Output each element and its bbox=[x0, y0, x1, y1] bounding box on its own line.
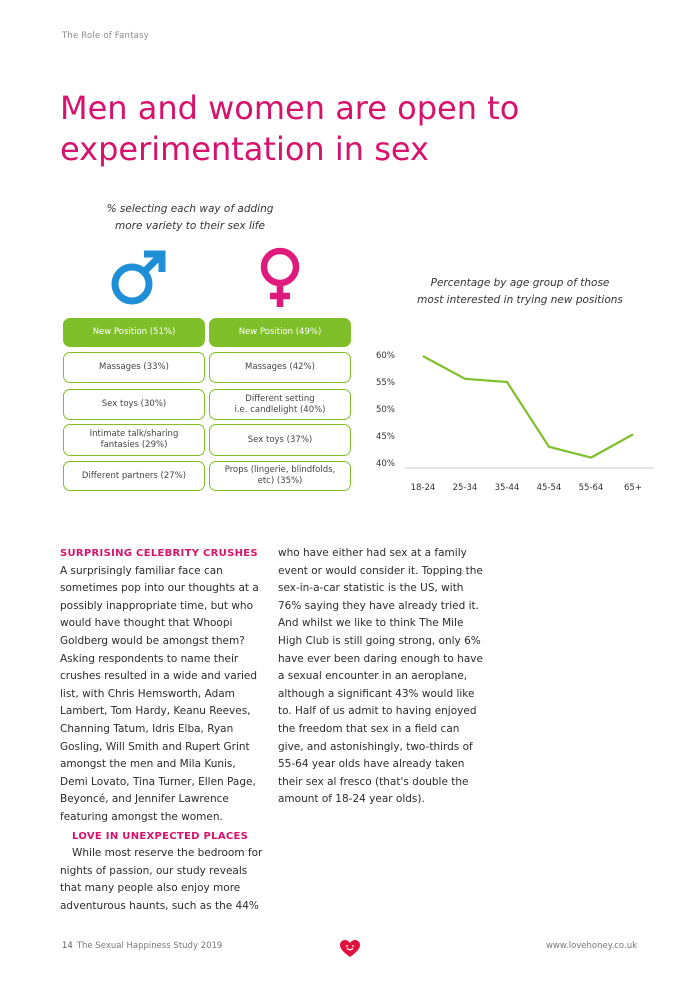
running-title: The Role of Fantasy bbox=[62, 31, 149, 41]
women-option-props-line-1: Props (lingerie, blindfolds, bbox=[224, 465, 336, 475]
women-option-sex-toys: Sex toys (37%) bbox=[209, 424, 351, 456]
chart-caption-line-2: most interested in trying new positions bbox=[417, 294, 623, 306]
y-tick-label: 60% bbox=[376, 351, 395, 361]
y-tick-label: 55% bbox=[376, 378, 395, 388]
footer-url: www.lovehoney.co.uk bbox=[545, 941, 637, 951]
female-symbol-icon bbox=[260, 247, 300, 307]
section-heading-celebrity-crushes: SURPRISING CELEBRITY CRUSHES bbox=[60, 548, 258, 559]
x-tick-label: 45-54 bbox=[537, 483, 562, 493]
variety-caption-line-1: % selecting each way of adding bbox=[106, 203, 274, 215]
section-text-unexpected-places-part-1: While most reserve the bedroom for night… bbox=[60, 847, 263, 912]
women-option-props: Props (lingerie, blindfolds, etc) (35%) bbox=[209, 461, 351, 491]
series-line bbox=[422, 355, 634, 459]
chart-caption-line-1: Percentage by age group of those bbox=[430, 277, 610, 289]
women-option-different-setting: Different setting i.e. candlelight (40%) bbox=[209, 389, 351, 420]
men-option-intimate-talk: Intimate talk/sharing fantasies (29%) bbox=[63, 424, 205, 456]
x-tick-label: 55-64 bbox=[579, 483, 604, 493]
page-headline: Men and women are open to experimentatio… bbox=[60, 88, 660, 170]
variety-caption: % selecting each way of adding more vari… bbox=[90, 201, 290, 235]
article-column-1: SURPRISING CELEBRITY CRUSHES A surprisin… bbox=[60, 545, 265, 915]
male-symbol-icon bbox=[111, 250, 166, 305]
article-column-2: who have either had sex at a family even… bbox=[278, 545, 483, 809]
y-tick-label: 45% bbox=[376, 432, 395, 442]
x-tick-label: 35-44 bbox=[495, 483, 520, 493]
footer-publication: 14 The Sexual Happiness Study 2019 bbox=[62, 941, 222, 951]
age-group-line-chart: 60% 55% 50% 45% 40% 18-24 25-34 35-44 45-54 55-6… bbox=[376, 351, 654, 493]
section-text-celebrity-crushes: A surprisingly familiar face can sometim… bbox=[60, 564, 259, 823]
lovehoney-heart-logo-icon bbox=[340, 940, 360, 957]
x-tick-label: 65+ bbox=[624, 483, 642, 493]
variety-caption-line-2: more variety to their sex life bbox=[115, 220, 265, 232]
women-option-different-setting-line-2: i.e. candlelight (40%) bbox=[234, 404, 326, 415]
publication-title: The Sexual Happiness Study 2019 bbox=[76, 941, 223, 951]
x-axis-ticks: 18-24 25-34 35-44 45-54 55-64 65+ bbox=[411, 483, 642, 493]
men-option-massages: Massages (33%) bbox=[63, 352, 205, 383]
women-option-new-position: New Position (49%) bbox=[209, 318, 351, 347]
page-number: 14 bbox=[62, 941, 73, 951]
men-option-different-partners: Different partners (27%) bbox=[63, 461, 205, 491]
y-tick-label: 50% bbox=[376, 405, 395, 415]
women-option-massages: Massages (42%) bbox=[209, 352, 351, 383]
chart-caption: Percentage by age group of those most in… bbox=[400, 275, 640, 309]
headline-line-2: experimentation in sex bbox=[60, 130, 429, 168]
y-axis-ticks: 60% 55% 50% 45% 40% bbox=[376, 351, 395, 469]
men-option-intimate-talk-line-1: Intimate talk/sharing bbox=[89, 429, 179, 439]
x-tick-label: 18-24 bbox=[411, 483, 436, 493]
section-text-unexpected-places-part-2: who have either had sex at a family even… bbox=[278, 547, 483, 806]
women-option-different-setting-line-1: Different setting bbox=[245, 393, 315, 404]
section-heading-unexpected-places: LOVE IN UNEXPECTED PLACES bbox=[72, 830, 249, 842]
men-option-intimate-talk-line-2: fantasies (29%) bbox=[100, 440, 168, 450]
women-option-props-line-2: etc) (35%) bbox=[257, 476, 303, 486]
men-option-new-position: New Position (51%) bbox=[63, 318, 205, 347]
x-tick-label: 25-34 bbox=[453, 483, 478, 493]
men-option-sex-toys: Sex toys (30%) bbox=[63, 389, 205, 420]
headline-line-1: Men and women are open to bbox=[60, 89, 520, 127]
y-tick-label: 40% bbox=[376, 459, 395, 469]
